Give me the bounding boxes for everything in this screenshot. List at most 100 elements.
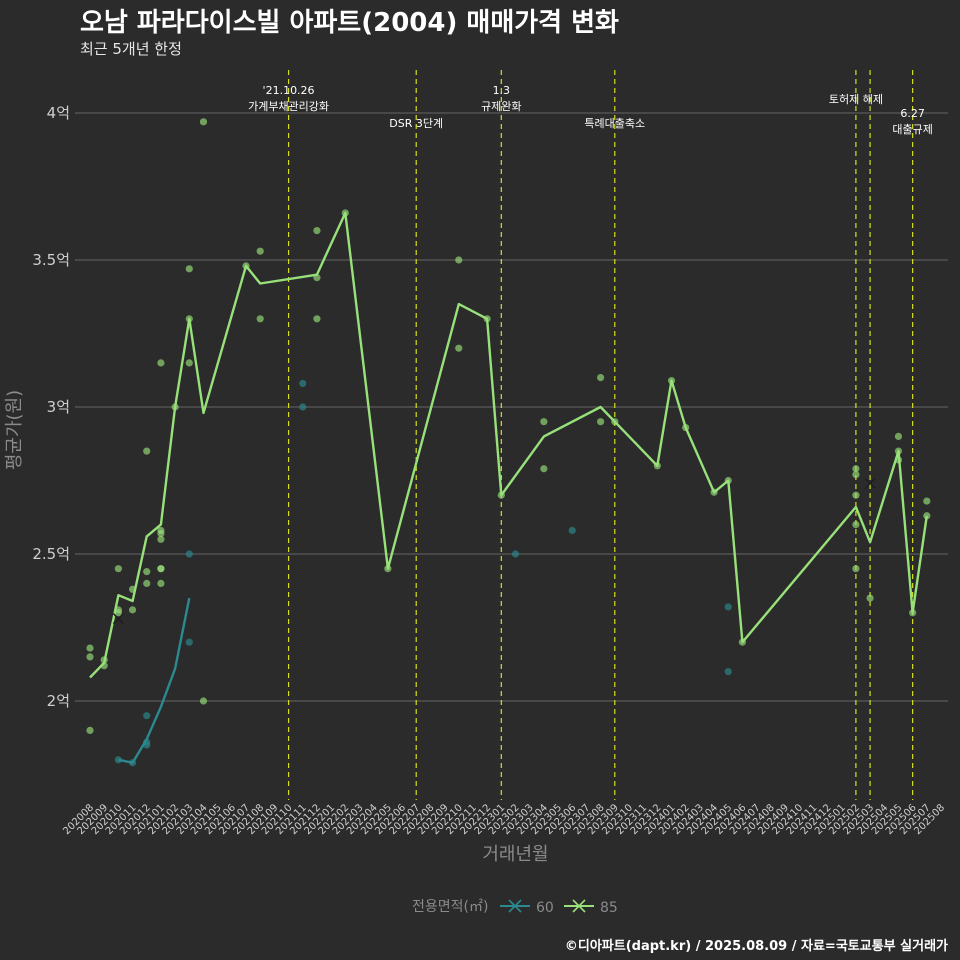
data-point-60 <box>143 712 151 720</box>
source-caption: ©디아파트(dapt.kr) / 2025.08.09 / 자료=국토교통부 실… <box>564 939 948 954</box>
data-point-85 <box>597 374 605 382</box>
event-label: 1.3 <box>493 84 511 97</box>
data-point-60 <box>185 638 193 646</box>
data-point-85 <box>157 565 165 573</box>
data-point-85 <box>185 265 193 273</box>
data-point-85 <box>86 726 94 735</box>
data-point-85 <box>909 609 917 617</box>
data-point-60 <box>511 550 520 558</box>
data-point-85 <box>143 447 151 455</box>
chart-subtitle: 최근 5개년 한정 <box>80 40 182 58</box>
data-point-85 <box>313 227 321 235</box>
x-marker-85 <box>864 477 876 489</box>
data-point-85 <box>894 456 903 464</box>
data-point-60 <box>114 756 122 764</box>
data-point-85 <box>653 462 661 470</box>
event-label: 6.27 <box>900 107 925 120</box>
legend-item-85: 85 <box>564 899 618 916</box>
legend-title: 전용면적(㎡) <box>412 899 488 915</box>
data-point-85 <box>923 512 931 520</box>
data-point-85 <box>894 432 903 440</box>
data-point-85 <box>852 471 860 479</box>
data-point-85 <box>710 488 718 496</box>
data-point-85 <box>313 315 321 323</box>
y-tick-label: 3억 <box>47 398 70 416</box>
x-marker-stroke <box>112 613 124 625</box>
series-line-60 <box>118 597 191 764</box>
series-line-85 <box>89 211 928 679</box>
event-label: DSR 3단계 <box>389 117 443 130</box>
y-tick-label: 2억 <box>47 692 70 710</box>
data-point-85 <box>313 274 321 282</box>
gridlines <box>75 112 948 702</box>
data-point-85 <box>199 118 208 126</box>
data-point-60 <box>568 526 576 535</box>
data-point-85 <box>384 565 392 573</box>
data-point-85 <box>86 644 94 652</box>
data-point-85 <box>157 529 165 538</box>
data-point-85 <box>86 653 94 661</box>
data-point-85 <box>100 656 108 664</box>
data-point-60 <box>128 759 137 767</box>
data-point-85 <box>199 697 208 705</box>
event-label: 특례대출축소 <box>584 117 645 130</box>
data-point-85 <box>724 476 732 485</box>
data-point-85 <box>171 403 179 411</box>
data-point-60 <box>724 603 732 611</box>
event-label: 대출규제 <box>892 123 932 136</box>
data-point-85 <box>738 638 747 646</box>
y-axis-title: 평균가(원) <box>4 390 25 470</box>
data-point-85 <box>143 579 151 588</box>
data-point-85 <box>540 418 548 426</box>
legend: 전용면적(㎡) 60 85 <box>412 899 618 916</box>
data-point-85 <box>114 565 122 573</box>
y-tick-label: 4억 <box>47 104 70 122</box>
event-label: 토허제 해제 <box>829 92 883 106</box>
data-point-60 <box>299 379 307 388</box>
data-point-60 <box>185 550 193 558</box>
data-point-85 <box>483 315 491 323</box>
x-marker-stroke <box>864 477 876 489</box>
data-point-85 <box>923 497 931 505</box>
axes: 2억2.5억3억3.5억4억20200820200920201020201120… <box>4 104 947 865</box>
data-point-85 <box>157 579 165 588</box>
data-point-60 <box>299 403 307 411</box>
data-point-85 <box>128 585 137 593</box>
y-tick-label: 2.5억 <box>32 545 70 563</box>
event-label: 가계부채관리강화 <box>248 100 329 113</box>
data-point-85 <box>256 315 264 323</box>
data-point-85 <box>852 465 860 473</box>
legend-label: 60 <box>536 900 554 916</box>
data-point-85 <box>455 344 463 352</box>
data-point-85 <box>128 606 137 614</box>
data-point-85 <box>143 568 151 576</box>
data-point-85 <box>682 423 690 432</box>
event-label: '21.10.26 <box>263 84 315 97</box>
data-point-85 <box>597 418 605 426</box>
data-point-85 <box>455 256 463 264</box>
data-point-85 <box>497 491 505 499</box>
event-label: 규제완화 <box>481 100 521 113</box>
data-point-85 <box>114 609 122 617</box>
data-point-85 <box>611 418 619 426</box>
x-axis-title: 거래년월 <box>482 844 548 865</box>
data-series <box>86 118 931 767</box>
x-marker-85 <box>112 613 124 625</box>
data-point-85 <box>256 247 264 255</box>
data-point-85 <box>100 662 108 670</box>
data-point-85 <box>341 209 349 217</box>
data-point-85 <box>157 535 165 543</box>
legend-key-x <box>508 899 522 913</box>
legend-key-x <box>572 899 586 913</box>
data-point-85 <box>540 465 548 473</box>
data-point-85 <box>866 594 874 602</box>
chart-title: 오남 파라다이스빌 아파트(2004) 매매가격 변화 <box>80 8 619 38</box>
data-point-85 <box>157 359 165 367</box>
data-point-85 <box>852 521 860 529</box>
y-tick-label: 3.5억 <box>32 251 70 269</box>
data-point-60 <box>724 668 732 676</box>
data-point-85 <box>852 565 860 573</box>
legend-item-60: 60 <box>500 899 554 916</box>
